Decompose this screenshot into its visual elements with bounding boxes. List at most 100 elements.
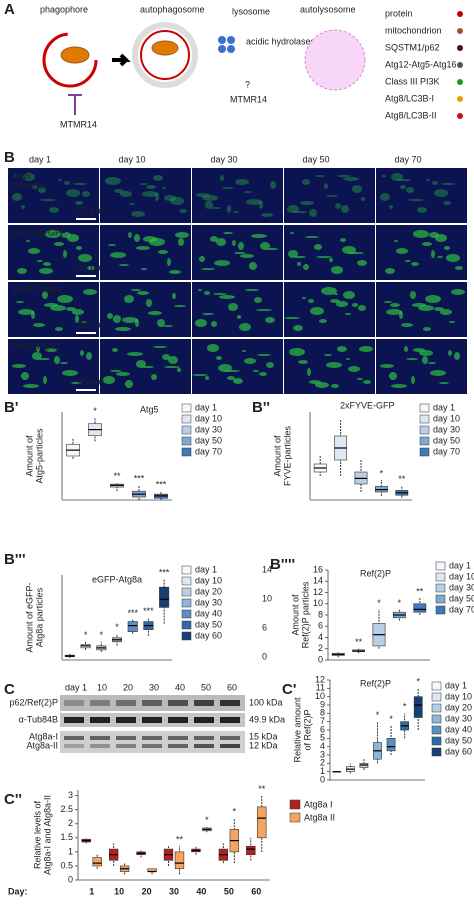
legend-text: day 70	[195, 446, 222, 456]
signal	[179, 209, 187, 213]
signal	[302, 179, 310, 185]
y-tick-label: 7	[320, 716, 325, 726]
scale-label: 50 µm	[78, 205, 103, 215]
signal	[394, 240, 398, 242]
signal	[18, 309, 34, 315]
legend-text: Atg8/LC3B-I	[385, 93, 434, 103]
lane-label: 20	[123, 682, 133, 692]
signal	[232, 240, 236, 246]
signal	[115, 327, 131, 331]
significance: *	[93, 406, 97, 416]
significance: *	[100, 630, 104, 640]
scale-label: 25 µm	[78, 319, 103, 329]
band	[194, 744, 214, 748]
signal	[73, 183, 87, 185]
significance: ***	[143, 606, 154, 616]
legend-text: day 50	[195, 435, 222, 445]
signal	[266, 248, 278, 250]
stain-label: Atg5	[12, 170, 31, 180]
signal	[314, 244, 322, 250]
lane-label: 60	[227, 682, 237, 692]
signal	[177, 368, 181, 372]
signal	[211, 321, 217, 327]
signal	[310, 307, 324, 315]
y-tick-label: 11	[316, 683, 325, 693]
signal	[75, 201, 83, 205]
signal	[103, 376, 115, 384]
box	[413, 696, 423, 718]
band	[220, 717, 240, 723]
signal	[142, 366, 154, 368]
signal	[405, 260, 411, 262]
signal	[384, 301, 392, 303]
signal	[175, 232, 189, 238]
signal	[54, 242, 64, 246]
signal	[220, 175, 224, 181]
signal	[336, 301, 348, 307]
lysosome-dot	[227, 45, 235, 53]
signal	[58, 179, 62, 181]
panel-label: C''	[4, 791, 22, 808]
y-axis-label: Atg8a-I and Atg8a-II	[42, 795, 52, 875]
signal	[401, 323, 413, 327]
band	[90, 736, 110, 740]
legend-swatch	[431, 703, 442, 713]
signal	[446, 254, 460, 262]
legend-text: day 1	[433, 402, 455, 412]
signal	[219, 295, 235, 299]
signal	[257, 354, 271, 356]
signal	[158, 250, 168, 254]
legend-swatch	[431, 692, 442, 702]
signal	[287, 205, 299, 213]
signal	[238, 242, 244, 250]
legend-dot	[457, 96, 463, 102]
significance: **	[258, 784, 266, 794]
signal	[431, 250, 435, 258]
significance: **	[355, 637, 363, 647]
legend-swatch	[181, 609, 192, 619]
question: ?	[245, 79, 250, 89]
signal	[125, 380, 133, 388]
signal	[23, 173, 35, 181]
panel-label: B''	[252, 399, 270, 416]
significance: *	[84, 630, 88, 640]
signal	[302, 297, 306, 299]
legend-swatch	[289, 812, 301, 823]
signal	[178, 238, 184, 246]
signal	[213, 293, 227, 295]
blot-row-label: p62/Ref(2)P	[9, 697, 58, 707]
signal	[244, 358, 256, 364]
kda-label: 15 kDa	[249, 731, 278, 741]
signal	[352, 185, 362, 193]
signal	[386, 309, 402, 315]
y-tick-label: 9	[320, 699, 325, 709]
box	[257, 806, 267, 839]
panel-label: B''''	[270, 556, 295, 573]
legend-text: day 10	[433, 413, 460, 423]
micrograph	[192, 168, 283, 223]
y-tick-label: 1.5	[60, 832, 73, 842]
band	[90, 717, 110, 723]
box	[127, 621, 138, 632]
signal	[380, 364, 394, 368]
legend-text: day 10	[195, 575, 222, 585]
legend-text: day 30	[445, 713, 472, 723]
signal	[391, 173, 403, 181]
significance: *	[205, 815, 209, 825]
panel-label: B	[4, 149, 15, 166]
y-tick-label: 2	[318, 643, 323, 653]
signal	[245, 289, 259, 291]
mitochondrion	[60, 46, 90, 64]
signal	[290, 232, 294, 234]
day-label: day 50	[302, 154, 329, 164]
signal	[432, 181, 438, 185]
legend-swatch	[431, 681, 442, 691]
signal	[345, 313, 351, 315]
mitochondrion	[151, 40, 179, 56]
signal	[396, 248, 408, 254]
signal	[168, 356, 178, 364]
y-axis-label: Relative levels of	[32, 800, 42, 869]
significance: *	[403, 702, 407, 712]
legend-swatch	[431, 725, 442, 735]
significance: ***	[127, 608, 138, 618]
